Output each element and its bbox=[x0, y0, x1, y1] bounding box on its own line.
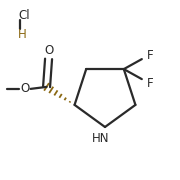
Text: HN: HN bbox=[92, 132, 110, 145]
Text: Cl: Cl bbox=[18, 8, 30, 21]
Text: O: O bbox=[44, 44, 53, 57]
Text: F: F bbox=[147, 77, 153, 90]
Text: H: H bbox=[18, 28, 27, 40]
Text: F: F bbox=[147, 49, 153, 62]
Text: O: O bbox=[20, 82, 29, 95]
